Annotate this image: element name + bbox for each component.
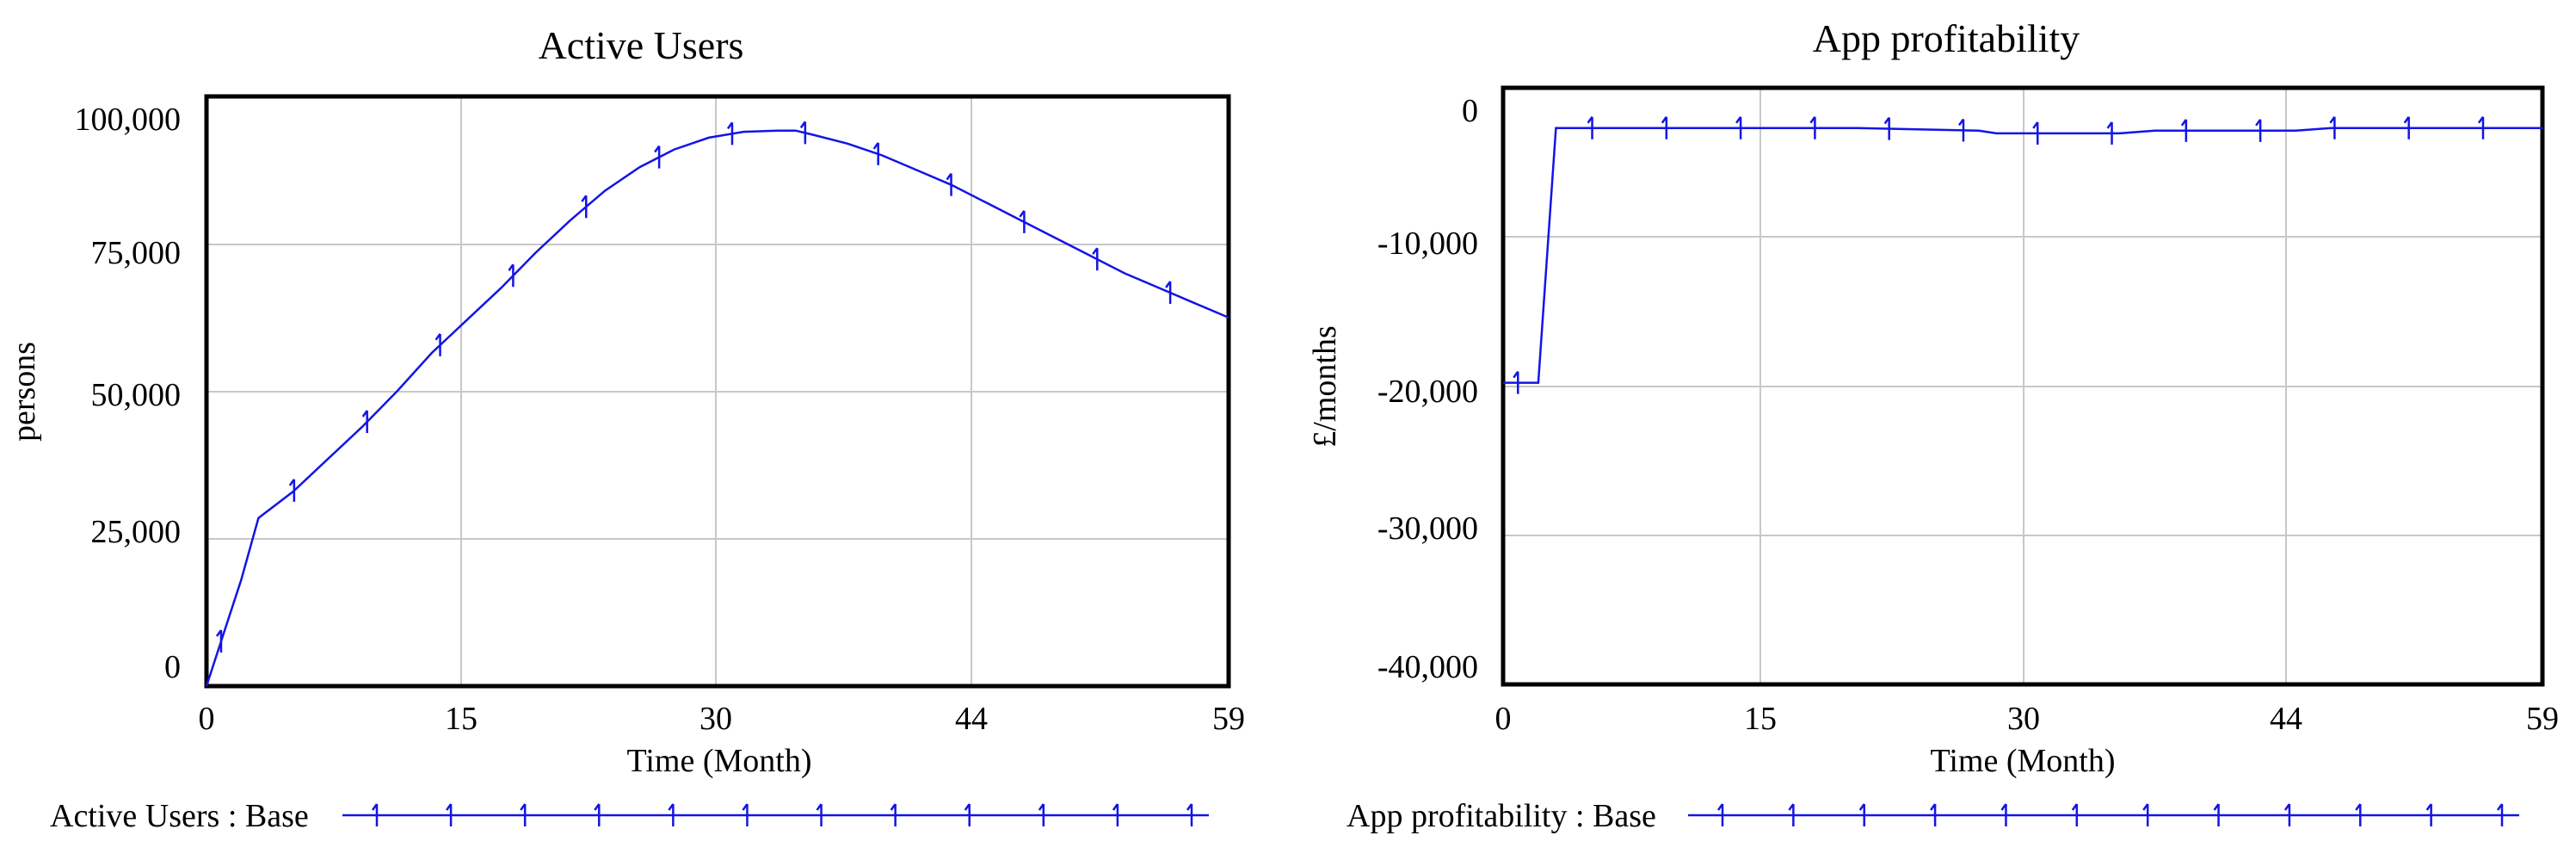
series-marker (1092, 247, 1099, 271)
series-marker (1809, 115, 1816, 139)
legend-marker (520, 803, 527, 826)
series-marker (1587, 115, 1593, 139)
x-axis-label: Time (Month) (626, 743, 811, 779)
y-tick-label-0: 0 (1462, 93, 1478, 129)
series-marker (946, 172, 952, 196)
legend-marker (1716, 803, 1724, 826)
series-marker (2477, 115, 2485, 139)
legend-marker (2142, 803, 2149, 826)
series-marker (872, 142, 879, 165)
legend-marker (2283, 803, 2291, 826)
legend-marker (1038, 803, 1045, 826)
legend-marker (2355, 803, 2362, 826)
series-line-app-profitability (1503, 127, 2542, 384)
y-tick-label-minus-10000: -10,000 (1377, 226, 1478, 262)
series-marker (1513, 370, 1519, 394)
series-marker (288, 479, 296, 502)
legend-marker (2213, 803, 2220, 826)
chart-title: App profitability (1813, 16, 2080, 60)
series-marker (799, 121, 807, 145)
y-tick-labels: 0 -10,000 -20,000 -30,000 -40,000 (1377, 93, 1478, 685)
series-marker (654, 145, 661, 169)
series-marker (2403, 115, 2410, 139)
x-tick-label-0: 0 (1495, 701, 1512, 737)
y-tick-label-50000: 50,000 (91, 377, 182, 413)
legend-marker (1112, 803, 1119, 826)
y-tick-label-minus-40000: -40,000 (1377, 649, 1478, 685)
series-marker (2255, 119, 2262, 142)
legend-marker (964, 803, 971, 826)
y-axis-label: £/months (1307, 325, 1343, 447)
legend-marker (890, 803, 897, 826)
series-marker (1661, 115, 1668, 139)
x-tick-label-44: 44 (955, 701, 988, 737)
legend-marker (2425, 803, 2432, 826)
legend-label: App profitability : Base (1347, 798, 1656, 834)
series-marker (1165, 281, 1172, 305)
y-tick-label-25000: 25,000 (91, 514, 182, 550)
series-marker (1883, 116, 1890, 140)
legend-markers (371, 803, 1193, 826)
legend-marker (446, 803, 453, 826)
y-axis-label: persons (6, 342, 42, 442)
legend-marker (742, 803, 749, 826)
y-tick-label-minus-20000: -20,000 (1377, 374, 1478, 410)
x-tick-label-59: 59 (1212, 701, 1245, 737)
legend-marker (1930, 803, 1937, 826)
y-tick-labels: 100,000 75,000 50,000 25,000 0 (75, 102, 182, 685)
x-tick-label-15: 15 (445, 701, 478, 737)
series-marker (1735, 115, 1742, 139)
series-marker (726, 121, 734, 145)
x-tick-label-30: 30 (2007, 701, 2040, 737)
grid-lines (1503, 88, 2542, 684)
series-line-active-users (205, 129, 1229, 687)
y-tick-label-minus-30000: -30,000 (1377, 510, 1478, 547)
series-marker (581, 195, 588, 219)
chart-app-profitability: App profitability 0 -10,000 -20,000 -30,… (1307, 16, 2559, 834)
grid-lines (206, 96, 1229, 686)
series-marker (2329, 115, 2336, 139)
series-marker (1957, 118, 1965, 142)
series-marker (2180, 119, 2188, 142)
x-axis-label: Time (Month) (1930, 743, 2115, 779)
x-tick-label-30: 30 (699, 701, 732, 737)
x-tick-label-44: 44 (2270, 701, 2302, 737)
legend-marker (2496, 803, 2504, 826)
legend-markers (1716, 803, 2504, 826)
legend-marker (594, 803, 601, 826)
legend-marker (816, 803, 823, 826)
plot-frame (204, 94, 1231, 689)
legend-marker (2071, 803, 2079, 826)
x-tick-labels: 0 15 30 44 59 (199, 701, 1246, 737)
series-marker (2106, 121, 2113, 145)
series-marker (508, 263, 515, 288)
series-markers-active-users (215, 121, 1172, 653)
series-marker (434, 333, 441, 356)
x-tick-label-15: 15 (1744, 701, 1777, 737)
legend-marker (1186, 803, 1193, 826)
legend-marker (1788, 803, 1795, 826)
legend-marker (1858, 803, 1865, 826)
plot-frame (1501, 85, 2545, 687)
y-tick-label-100000: 100,000 (75, 102, 182, 138)
x-tick-label-0: 0 (199, 701, 215, 737)
legend-label: Active Users : Base (50, 798, 309, 834)
legend-marker (371, 803, 379, 826)
legend-marker (668, 803, 675, 826)
series-marker (361, 410, 368, 434)
series-markers-app-profitability (1513, 115, 2485, 394)
legend-marker (2000, 803, 2007, 826)
y-tick-label-0: 0 (164, 649, 181, 685)
x-tick-label-59: 59 (2526, 701, 2559, 737)
x-tick-labels: 0 15 30 44 59 (1495, 701, 2560, 737)
series-marker (215, 629, 223, 653)
series-marker (1019, 210, 1026, 233)
legend: Active Users : Base (50, 798, 1209, 834)
legend: App profitability : Base (1347, 798, 2519, 834)
chart-title: Active Users (539, 23, 744, 67)
chart-active-users: Active Users 100,000 75,000 50,000 25,00… (6, 23, 1245, 834)
y-tick-label-75000: 75,000 (91, 235, 182, 271)
series-marker (2032, 121, 2039, 145)
